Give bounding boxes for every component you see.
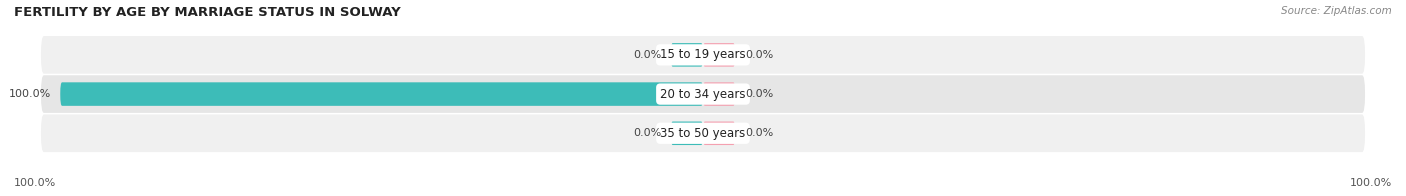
Text: 0.0%: 0.0%: [633, 50, 661, 60]
Text: 0.0%: 0.0%: [745, 89, 773, 99]
Text: 0.0%: 0.0%: [745, 50, 773, 60]
FancyBboxPatch shape: [703, 43, 735, 67]
Text: 0.0%: 0.0%: [633, 128, 661, 138]
Text: 35 to 50 years: 35 to 50 years: [661, 127, 745, 140]
FancyBboxPatch shape: [703, 122, 735, 145]
FancyBboxPatch shape: [60, 82, 703, 106]
Text: 0.0%: 0.0%: [745, 128, 773, 138]
FancyBboxPatch shape: [671, 43, 703, 67]
Text: 100.0%: 100.0%: [1350, 178, 1392, 188]
FancyBboxPatch shape: [41, 114, 1365, 152]
Text: 100.0%: 100.0%: [14, 178, 56, 188]
FancyBboxPatch shape: [41, 75, 1365, 113]
Text: 20 to 34 years: 20 to 34 years: [661, 88, 745, 101]
FancyBboxPatch shape: [671, 122, 703, 145]
FancyBboxPatch shape: [41, 36, 1365, 74]
Text: 15 to 19 years: 15 to 19 years: [661, 48, 745, 61]
Text: Source: ZipAtlas.com: Source: ZipAtlas.com: [1281, 6, 1392, 16]
Text: 100.0%: 100.0%: [8, 89, 51, 99]
Text: FERTILITY BY AGE BY MARRIAGE STATUS IN SOLWAY: FERTILITY BY AGE BY MARRIAGE STATUS IN S…: [14, 6, 401, 19]
FancyBboxPatch shape: [703, 82, 735, 106]
